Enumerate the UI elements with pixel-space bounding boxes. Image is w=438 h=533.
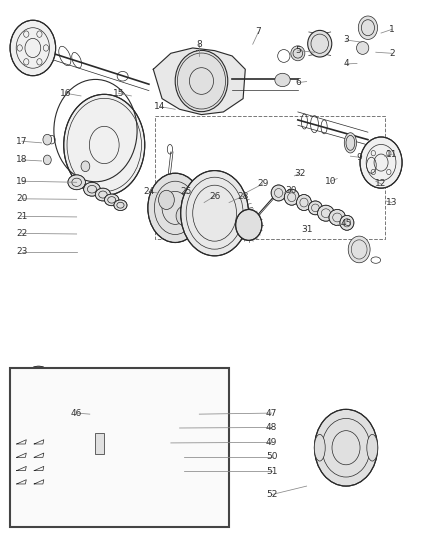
Ellipse shape [314, 434, 325, 461]
Circle shape [314, 409, 378, 486]
Text: 2: 2 [389, 49, 395, 58]
Ellipse shape [344, 133, 357, 153]
Text: 7: 7 [255, 28, 261, 36]
Circle shape [348, 236, 370, 263]
Circle shape [90, 415, 110, 438]
Text: 12: 12 [375, 180, 387, 188]
Text: 14: 14 [154, 102, 166, 111]
Text: 45: 45 [340, 220, 352, 228]
Circle shape [43, 134, 52, 145]
Circle shape [22, 366, 55, 407]
Ellipse shape [148, 173, 202, 243]
Text: 25: 25 [180, 188, 192, 196]
Text: 10: 10 [325, 177, 336, 185]
Text: 26: 26 [209, 192, 220, 200]
Ellipse shape [91, 495, 109, 507]
Ellipse shape [236, 209, 262, 240]
Ellipse shape [297, 195, 311, 211]
Ellipse shape [175, 51, 228, 112]
Circle shape [43, 155, 51, 165]
Ellipse shape [275, 73, 290, 86]
Ellipse shape [91, 470, 109, 481]
Ellipse shape [357, 42, 369, 54]
Circle shape [358, 16, 378, 39]
Text: 13: 13 [386, 198, 398, 207]
Ellipse shape [291, 46, 305, 61]
Text: 16: 16 [60, 89, 71, 98]
Ellipse shape [340, 215, 354, 230]
Text: 19: 19 [16, 177, 28, 185]
Text: 1: 1 [389, 25, 395, 34]
Ellipse shape [91, 398, 109, 409]
Ellipse shape [180, 171, 249, 256]
Bar [95, 433, 104, 454]
Ellipse shape [114, 200, 127, 211]
Bar [10, 368, 229, 527]
Text: 24: 24 [143, 188, 155, 196]
Text: 11: 11 [386, 150, 398, 159]
Ellipse shape [64, 94, 145, 196]
Text: 3: 3 [343, 36, 349, 44]
Ellipse shape [68, 175, 85, 190]
Text: 30: 30 [286, 187, 297, 195]
Text: 28: 28 [237, 192, 249, 200]
Ellipse shape [367, 434, 378, 461]
Text: 17: 17 [16, 137, 28, 146]
Text: 8: 8 [196, 40, 202, 49]
Text: 9: 9 [356, 153, 362, 161]
Text: 15: 15 [113, 89, 124, 98]
Text: 47: 47 [266, 409, 277, 417]
Text: 31: 31 [301, 225, 312, 233]
Text: 50: 50 [266, 453, 277, 461]
Ellipse shape [271, 185, 286, 201]
Ellipse shape [84, 182, 100, 196]
Ellipse shape [307, 30, 332, 57]
Polygon shape [153, 48, 245, 115]
Ellipse shape [284, 189, 299, 205]
Ellipse shape [318, 205, 334, 221]
Circle shape [81, 161, 90, 172]
Text: 20: 20 [16, 195, 28, 203]
Circle shape [90, 446, 110, 469]
Text: 46: 46 [71, 409, 82, 417]
Circle shape [22, 451, 55, 492]
Text: 4: 4 [343, 60, 349, 68]
Circle shape [360, 137, 402, 188]
Circle shape [176, 206, 192, 225]
Text: 29: 29 [257, 180, 268, 188]
Circle shape [159, 190, 174, 209]
Text: 51: 51 [266, 467, 277, 475]
Text: 21: 21 [16, 212, 28, 221]
Circle shape [10, 20, 56, 76]
Text: 18: 18 [16, 156, 28, 164]
Text: 6: 6 [295, 78, 301, 87]
Ellipse shape [329, 209, 346, 225]
Text: 49: 49 [266, 438, 277, 447]
Text: 23: 23 [16, 247, 28, 256]
Text: 52: 52 [266, 490, 277, 499]
Ellipse shape [95, 188, 110, 201]
Text: 32: 32 [294, 169, 306, 177]
Text: 48: 48 [266, 423, 277, 432]
Ellipse shape [97, 440, 102, 445]
Text: 5: 5 [295, 46, 301, 55]
Ellipse shape [308, 201, 322, 215]
Ellipse shape [104, 194, 119, 206]
Text: 22: 22 [16, 229, 28, 238]
